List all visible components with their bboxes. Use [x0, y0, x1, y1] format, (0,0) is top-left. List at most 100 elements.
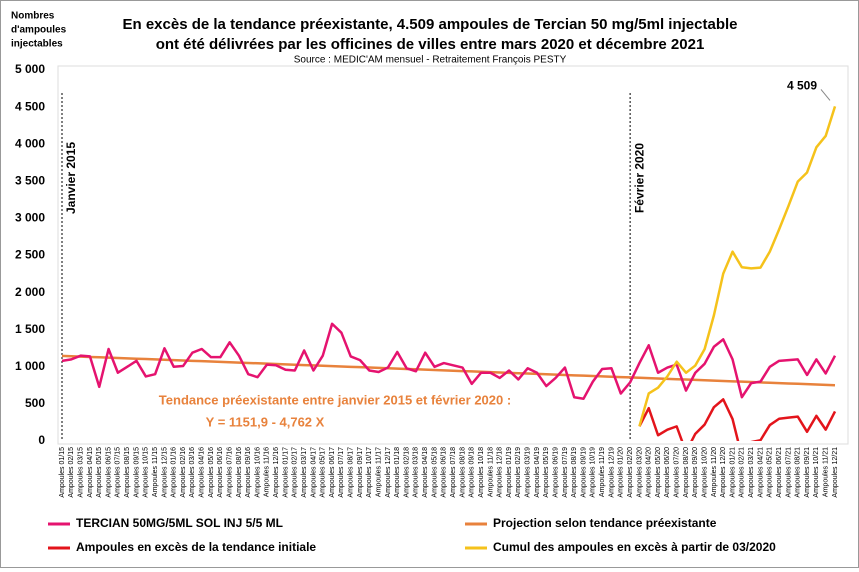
- legend-label: TERCIAN 50MG/5ML SOL INJ 5/5 ML: [76, 516, 283, 530]
- x-tick-label: Ampoules 09/18: [469, 447, 476, 498]
- x-tick-label: Ampoules 04/17: [310, 447, 317, 498]
- x-tick-label: Ampoules 08/15: [124, 447, 131, 498]
- x-tick-label: Ampoules 12/16: [273, 447, 280, 498]
- x-tick-label: Ampoules 03/21: [748, 447, 755, 498]
- x-tick-label: Ampoules 11/20: [711, 447, 718, 497]
- marker-label: Février 2020: [632, 143, 646, 213]
- x-tick-label: Ampoules 04/18: [422, 447, 429, 498]
- x-tick-label: Ampoules 08/19: [571, 447, 578, 498]
- x-tick-label: Ampoules 08/20: [683, 447, 690, 498]
- x-tick-label: Ampoules 06/20: [664, 447, 671, 498]
- x-tick-label: Ampoules 02/15: [68, 447, 75, 498]
- y-tick-label: 2 000: [15, 285, 45, 299]
- x-tick-label: Ampoules 12/15: [161, 447, 168, 498]
- y-tick-label: 3 500: [15, 173, 45, 187]
- x-tick-label: Ampoules 10/21: [813, 447, 820, 498]
- y-tick-label: 4 000: [15, 136, 45, 150]
- x-tick-label: Ampoules 11/16: [264, 447, 271, 497]
- x-tick-label: Ampoules 07/20: [674, 447, 681, 498]
- x-tick-label: Ampoules 06/19: [552, 447, 559, 498]
- series-line: [61, 322, 837, 400]
- x-tick-label: Ampoules 07/21: [785, 447, 792, 498]
- x-tick-label: Ampoules 04/21: [757, 447, 764, 498]
- x-tick-label: Ampoules 11/17: [375, 447, 382, 497]
- plot-area: [57, 65, 849, 445]
- x-tick-label: Ampoules 01/19: [506, 447, 513, 498]
- x-tick-label: Ampoules 07/16: [226, 447, 233, 498]
- x-tick-label: Ampoules 09/17: [357, 447, 364, 498]
- x-tick-label: Ampoules 10/15: [143, 447, 150, 498]
- x-tick-label: Ampoules 06/21: [776, 447, 783, 498]
- x-tick-label: Ampoules 01/16: [171, 447, 178, 498]
- x-tick-label: Ampoules 08/18: [459, 447, 466, 498]
- x-tick-label: Ampoules 09/20: [692, 447, 699, 498]
- x-tick-label: Ampoules 11/19: [599, 447, 606, 497]
- x-tick-label: Ampoules 07/17: [338, 447, 345, 498]
- x-tick-label: Ampoules 09/19: [580, 447, 587, 498]
- x-tick-label: Ampoules 08/17: [348, 447, 355, 498]
- x-tick-label: Ampoules 12/21: [832, 447, 839, 498]
- x-tick-label: Ampoules 08/16: [236, 447, 243, 498]
- legend-label: Cumul des ampoules en excès à partir de …: [493, 540, 776, 554]
- series-line: [638, 106, 837, 427]
- x-tick-label: Ampoules 12/20: [720, 447, 727, 498]
- chart-subtitle: Source : MEDIC'AM mensuel - Retraitement…: [294, 55, 567, 66]
- x-tick-label: Ampoules 04/19: [534, 447, 541, 498]
- x-tick-label: Ampoules 02/16: [180, 447, 187, 498]
- x-tick-label: Ampoules 04/15: [87, 447, 94, 498]
- x-tick-label: Ampoules 03/20: [636, 447, 643, 498]
- chart-title: ont été délivrées par les officines de v…: [156, 36, 705, 53]
- x-tick-label: Ampoules 04/20: [646, 447, 653, 498]
- x-tick-label: Ampoules 12/18: [497, 447, 504, 498]
- x-tick-label: Ampoules 02/17: [292, 447, 299, 498]
- x-tick-label: Ampoules 03/19: [525, 447, 532, 498]
- x-tick-label: Ampoules 02/18: [403, 447, 410, 498]
- y-axis-label: Nombres: [11, 11, 55, 22]
- x-tick-label: Ampoules 09/21: [804, 447, 811, 498]
- x-tick-label: Ampoules 01/15: [59, 447, 66, 498]
- x-tick-label: Ampoules 05/20: [655, 447, 662, 498]
- x-tick-label: Ampoules 03/18: [413, 447, 420, 498]
- x-tick-label: Ampoules 01/20: [618, 447, 625, 498]
- trend-annotation: Y = 1151,9 - 4,762 X: [206, 414, 325, 429]
- x-tick-label: Ampoules 05/18: [431, 447, 438, 498]
- end-label: 4 509: [787, 79, 817, 93]
- x-tick-label: Ampoules 07/18: [450, 447, 457, 498]
- marker-label: Janvier 2015: [64, 142, 78, 214]
- series-line: [638, 398, 837, 441]
- x-tick-label: Ampoules 10/18: [478, 447, 485, 498]
- x-tick-label: Ampoules 12/19: [608, 447, 615, 498]
- x-tick-label: Ampoules 10/19: [590, 447, 597, 498]
- x-tick-label: Ampoules 05/21: [767, 447, 774, 498]
- series-group: [61, 106, 837, 441]
- x-tick-label: Ampoules 01/21: [729, 447, 736, 498]
- x-tick-label: Ampoules 06/18: [441, 447, 448, 498]
- x-tick-label: Ampoules 03/17: [301, 447, 308, 498]
- trend-annotation: Tendance préexistante entre janvier 2015…: [159, 392, 511, 407]
- x-tick-label: Ampoules 05/19: [543, 447, 550, 498]
- x-tick-label: Ampoules 10/16: [254, 447, 261, 498]
- x-tick-label: Ampoules 06/16: [217, 447, 224, 498]
- series-line: [61, 354, 836, 387]
- y-tick-label: 3 000: [15, 211, 45, 225]
- x-tick-label: Ampoules 07/15: [115, 447, 122, 498]
- y-tick-label: 500: [25, 396, 45, 410]
- x-tick-label: Ampoules 06/15: [105, 447, 112, 498]
- x-tick-label: Ampoules 05/15: [96, 447, 103, 498]
- x-tick-label: Ampoules 05/16: [208, 447, 215, 498]
- y-axis-label: d'ampoules: [11, 25, 67, 36]
- y-tick-label: 0: [38, 433, 45, 447]
- x-tick-label: Ampoules 10/17: [366, 447, 373, 498]
- x-tick-label: Ampoules 01/18: [394, 447, 401, 498]
- chart-title: En excès de la tendance préexistante, 4.…: [123, 16, 738, 33]
- x-tick-label: Ampoules 02/19: [515, 447, 522, 498]
- x-tick-label: Ampoules 09/16: [245, 447, 252, 498]
- x-tick-label: Ampoules 03/16: [189, 447, 196, 498]
- x-tick-label: Ampoules 09/15: [133, 447, 140, 498]
- x-tick-label: Ampoules 03/15: [77, 447, 84, 498]
- x-tick-label: Ampoules 08/21: [795, 447, 802, 498]
- y-axis-label: injectables: [11, 39, 63, 50]
- x-tick-label: Ampoules 12/17: [385, 447, 392, 498]
